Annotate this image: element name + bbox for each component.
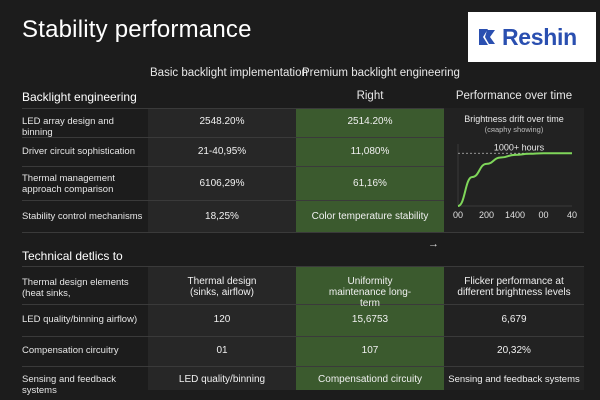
reshin-logo: Reshin bbox=[468, 12, 596, 62]
premium-value: 107 bbox=[361, 345, 379, 356]
basic-value: 01 bbox=[216, 345, 228, 356]
chart-x-tick-label: 00 bbox=[538, 210, 548, 220]
column-header-premium: Premium backlight engineering bbox=[302, 67, 460, 79]
premium-value: Uniformity maintenance long-term bbox=[328, 276, 412, 309]
divider bbox=[22, 166, 444, 167]
performance-column-bg bbox=[444, 266, 584, 390]
basic-column-bg bbox=[148, 266, 296, 390]
premium-value: 2514.20% bbox=[347, 116, 393, 127]
basic-value: 18,25% bbox=[205, 211, 239, 222]
logo-text: Reshin bbox=[502, 23, 577, 50]
chart-x-tick-label: 1400 bbox=[505, 210, 525, 220]
premium-column-bg bbox=[296, 266, 444, 390]
chart-annotation-label: 1000+ hours bbox=[494, 142, 545, 152]
premium-column-bg bbox=[296, 108, 444, 232]
performance-header: Performance over time bbox=[455, 90, 573, 102]
basic-value: 21-40,95% bbox=[197, 146, 247, 157]
divider bbox=[22, 200, 444, 201]
basic-value: 120 bbox=[213, 314, 231, 325]
premium-value: Compensationd circuity bbox=[318, 374, 422, 385]
row-label: LED array design and binning bbox=[22, 116, 114, 138]
basic-value: 6106,29% bbox=[199, 178, 245, 189]
basic-value: LED quality/binning bbox=[178, 374, 266, 385]
row-label: Thermal design elements (heat sinks, bbox=[22, 277, 129, 299]
performance-column-bg bbox=[444, 108, 584, 232]
row-label: Stability control mechanisms bbox=[22, 211, 143, 222]
chart-title: Brightness drift over time bbox=[464, 114, 564, 124]
page-title: Stability performance bbox=[22, 16, 252, 43]
basic-column-bg bbox=[148, 108, 296, 232]
chart-series-line bbox=[457, 152, 572, 207]
basic-value: 2548.20% bbox=[199, 116, 245, 127]
row-label: Driver circuit sophistication bbox=[22, 146, 135, 157]
divider bbox=[22, 232, 584, 233]
chart-x-tick-label: 40 bbox=[567, 210, 577, 220]
section-heading-technical: Technical detlics to bbox=[22, 249, 123, 263]
brightness-chart: 1000+ hours 00 200 1400 00 40 bbox=[453, 142, 577, 220]
chart-x-tick-label: 200 bbox=[479, 210, 494, 220]
chart-x-tick-label: 00 bbox=[453, 210, 463, 220]
performance-value: 6,679 bbox=[501, 314, 527, 325]
row-label: Thermal management approach comparison bbox=[22, 173, 115, 195]
arrow-right-icon[interactable]: → bbox=[428, 238, 439, 250]
performance-value: 20,32% bbox=[497, 345, 531, 356]
chart-subtitle: (cᴙaphy showing) bbox=[484, 125, 544, 134]
premium-value: 11,080% bbox=[350, 146, 390, 157]
premium-value: Color temperature stability bbox=[311, 211, 429, 222]
divider bbox=[22, 137, 444, 138]
row-label: Compensation circuitry bbox=[22, 345, 119, 356]
premium-subheader: Right bbox=[356, 90, 384, 102]
divider bbox=[22, 336, 584, 337]
divider bbox=[22, 366, 584, 367]
performance-value: Sensing and feedback systems bbox=[448, 374, 580, 385]
performance-value: Flicker performance at different brightn… bbox=[457, 276, 571, 298]
divider bbox=[22, 266, 584, 267]
row-label: Sensing and feedback systems bbox=[22, 374, 117, 396]
premium-value: 61,16% bbox=[353, 178, 387, 189]
divider bbox=[22, 108, 444, 109]
column-header-basic: Basic backlight implementation bbox=[150, 67, 308, 79]
basic-value: Thermal design (sinks, airflow) bbox=[187, 276, 257, 298]
divider bbox=[22, 304, 584, 305]
row-label: LED quality/binning airflow) bbox=[22, 314, 138, 325]
section-label-backlight: Backlight engineering bbox=[22, 90, 137, 104]
reshin-logo-icon bbox=[479, 29, 495, 45]
premium-value: 15,6753 bbox=[351, 314, 389, 325]
